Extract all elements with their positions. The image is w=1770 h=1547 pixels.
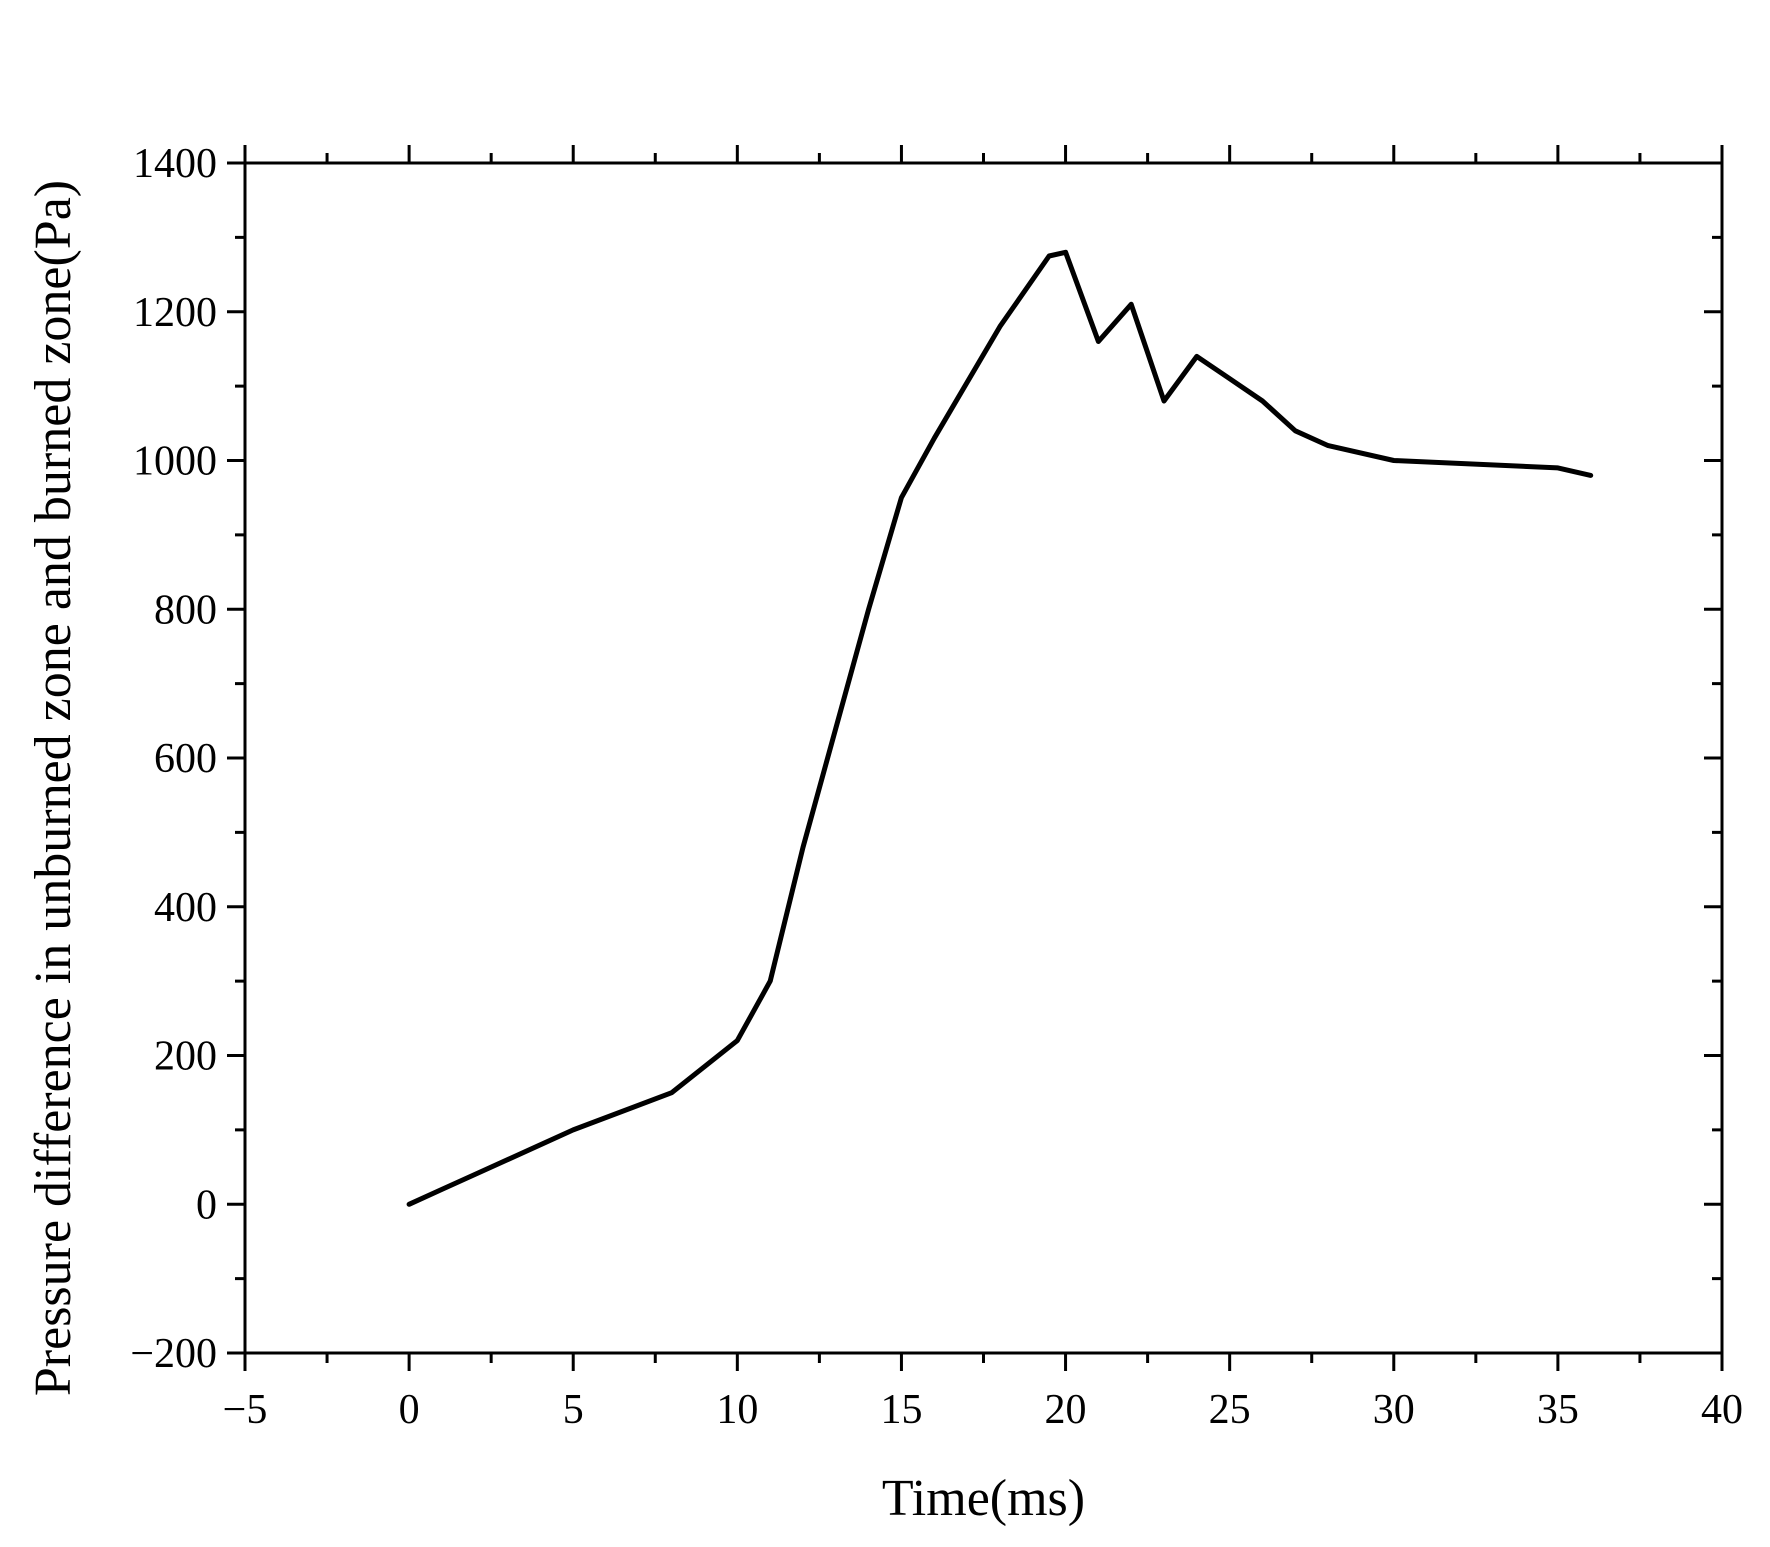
x-tick-label: 0: [399, 1387, 420, 1433]
x-tick-label: 15: [880, 1387, 922, 1433]
y-tick-label: −200: [130, 1331, 217, 1377]
y-tick-label: 1200: [133, 290, 217, 336]
series-line: [406, 249, 1594, 1207]
x-tick-label: 5: [563, 1387, 584, 1433]
x-tick-label: 35: [1537, 1387, 1579, 1433]
x-axis-title: Time(ms): [882, 1470, 1085, 1527]
ticks: −5 0 5 10 15 20 25 30 35 40 −200 0 200 400 600 800 1000 1…: [130, 141, 1743, 1433]
y-tick-label: 600: [154, 736, 217, 782]
x-tick-label: −5: [223, 1387, 268, 1433]
x-tick-label: 25: [1209, 1387, 1251, 1433]
series: [406, 249, 1594, 1207]
y-tick-label: 1400: [133, 141, 217, 187]
y-axis-title: Pressure difference in unburned zone and…: [25, 180, 82, 1396]
x-tick-label: 10: [716, 1387, 758, 1433]
x-tick-label: 20: [1045, 1387, 1087, 1433]
y-tick-label: 1000: [133, 439, 217, 485]
y-tick-label: 800: [154, 587, 217, 633]
y-tick-label: 200: [154, 1034, 217, 1080]
x-tick-label: 40: [1701, 1387, 1743, 1433]
x-tick-label: 30: [1373, 1387, 1415, 1433]
plot-frame: [243, 161, 1724, 1355]
y-tick-label: 400: [154, 885, 217, 931]
axes: [243, 161, 1724, 1355]
y-tick-label: 0: [196, 1182, 217, 1228]
